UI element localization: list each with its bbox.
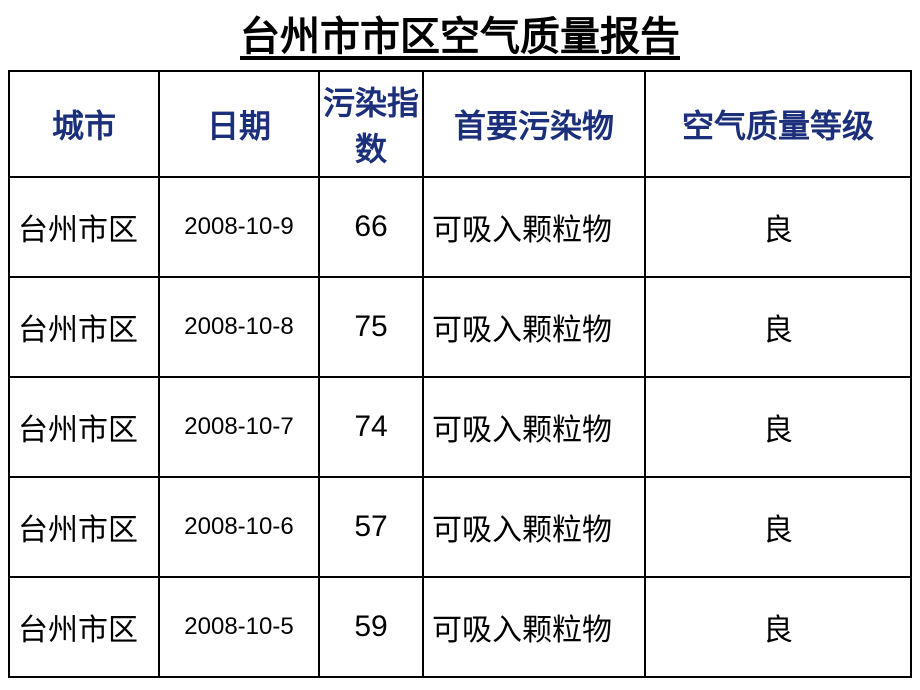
cell-date: 2008-10-8 xyxy=(159,277,319,377)
table-header-index: 污染指数 xyxy=(319,71,423,177)
cell-grade: 良 xyxy=(645,277,911,377)
cell-grade: 良 xyxy=(645,477,911,577)
cell-index: 59 xyxy=(319,577,423,677)
table-header-city: 城市 xyxy=(9,71,159,177)
cell-index: 66 xyxy=(319,177,423,277)
cell-date: 2008-10-7 xyxy=(159,377,319,477)
cell-grade: 良 xyxy=(645,177,911,277)
air-quality-table: 城市日期污染指数首要污染物空气质量等级 台州市区2008-10-966可吸入颗粒… xyxy=(8,70,912,678)
cell-date: 2008-10-9 xyxy=(159,177,319,277)
table-head: 城市日期污染指数首要污染物空气质量等级 xyxy=(9,71,911,177)
table-header-row: 城市日期污染指数首要污染物空气质量等级 xyxy=(9,71,911,177)
table-header-pollutant: 首要污染物 xyxy=(423,71,645,177)
cell-date: 2008-10-5 xyxy=(159,577,319,677)
cell-grade: 良 xyxy=(645,377,911,477)
table-row: 台州市区2008-10-875可吸入颗粒物良 xyxy=(9,277,911,377)
table-row: 台州市区2008-10-657可吸入颗粒物良 xyxy=(9,477,911,577)
cell-pollutant: 可吸入颗粒物 xyxy=(423,277,645,377)
cell-pollutant: 可吸入颗粒物 xyxy=(423,477,645,577)
cell-pollutant: 可吸入颗粒物 xyxy=(423,577,645,677)
cell-grade: 良 xyxy=(645,577,911,677)
cell-index: 75 xyxy=(319,277,423,377)
page-title: 台州市市区空气质量报告 xyxy=(0,0,920,70)
cell-city: 台州市区 xyxy=(9,477,159,577)
cell-city: 台州市区 xyxy=(9,577,159,677)
cell-pollutant: 可吸入颗粒物 xyxy=(423,177,645,277)
table-header-grade: 空气质量等级 xyxy=(645,71,911,177)
cell-index: 57 xyxy=(319,477,423,577)
cell-city: 台州市区 xyxy=(9,377,159,477)
cell-date: 2008-10-6 xyxy=(159,477,319,577)
table-row: 台州市区2008-10-774可吸入颗粒物良 xyxy=(9,377,911,477)
table-row: 台州市区2008-10-966可吸入颗粒物良 xyxy=(9,177,911,277)
cell-city: 台州市区 xyxy=(9,277,159,377)
table-header-date: 日期 xyxy=(159,71,319,177)
cell-pollutant: 可吸入颗粒物 xyxy=(423,377,645,477)
cell-index: 74 xyxy=(319,377,423,477)
table-body: 台州市区2008-10-966可吸入颗粒物良台州市区2008-10-875可吸入… xyxy=(9,177,911,677)
table-row: 台州市区2008-10-559可吸入颗粒物良 xyxy=(9,577,911,677)
cell-city: 台州市区 xyxy=(9,177,159,277)
